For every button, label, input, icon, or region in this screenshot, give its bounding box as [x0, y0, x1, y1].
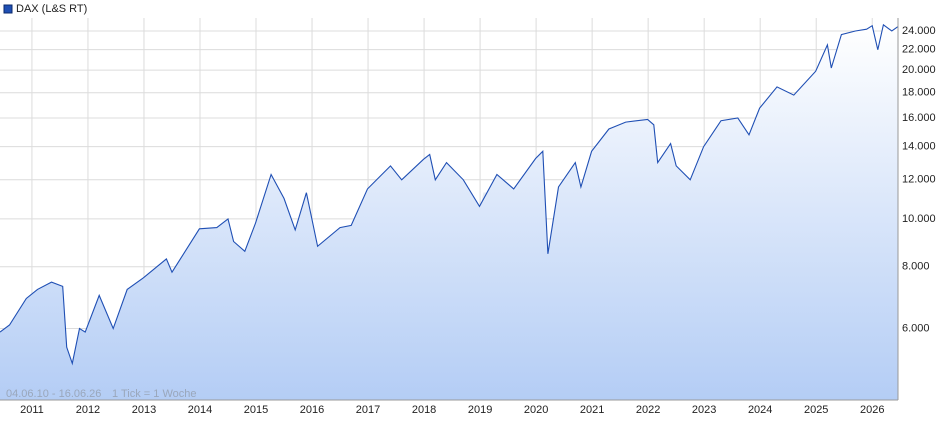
x-tick-label: 2017 [356, 404, 380, 416]
x-tick-label: 2025 [804, 404, 828, 416]
x-tick-label: 2016 [300, 404, 324, 416]
x-tick-label: 2012 [76, 404, 100, 416]
y-tick-label: 16.000 [902, 112, 936, 124]
area [0, 24, 898, 401]
x-tick-label: 2019 [468, 404, 492, 416]
tick-note: 1 Tick = 1 Woche [112, 388, 196, 400]
x-tick-label: 2021 [580, 404, 604, 416]
range-note: 04.06.10 - 16.06.26 [6, 388, 101, 400]
y-tick-label: 24.000 [902, 25, 936, 37]
x-tick-label: 2014 [188, 404, 212, 416]
y-tick-label: 18.000 [902, 87, 936, 99]
x-tick-label: 2024 [748, 404, 772, 416]
y-tick-label: 20.000 [902, 64, 936, 76]
y-tick-label: 12.000 [902, 174, 936, 186]
y-tick-label: 22.000 [902, 44, 936, 56]
x-tick-label: 2023 [692, 404, 716, 416]
legend-swatch [3, 4, 13, 14]
x-tick-label: 2013 [132, 404, 156, 416]
y-tick-label: 10.000 [902, 213, 936, 225]
x-tick-label: 2018 [412, 404, 436, 416]
x-tick-label: 2020 [524, 404, 548, 416]
line [0, 23, 899, 366]
x-tick-label: 2015 [244, 404, 268, 416]
legend-label: DAX (L&S RT) [16, 3, 87, 15]
y-tick-label: 8.000 [902, 261, 930, 273]
x-tick-label: 2011 [20, 404, 44, 416]
x-tick-label: 2022 [636, 404, 660, 416]
y-tick-label: 14.000 [902, 141, 936, 153]
y-tick-label: 6.000 [902, 322, 930, 334]
x-tick-label: 2026 [860, 404, 884, 416]
